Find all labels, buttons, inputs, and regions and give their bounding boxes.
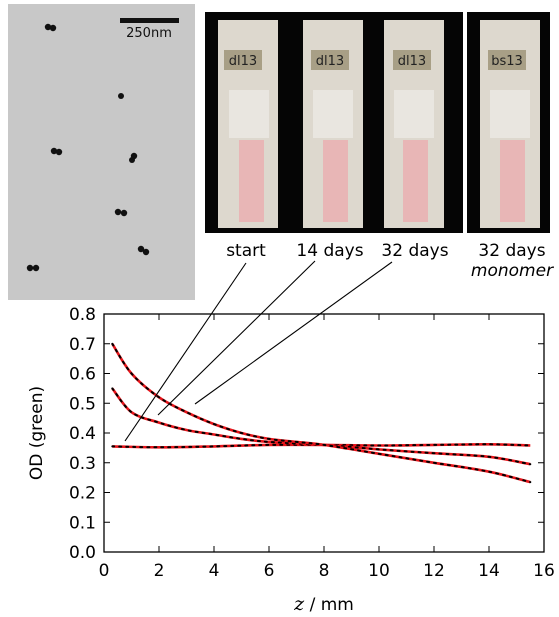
connector-start [124,262,247,442]
cuvette-sample [323,140,348,222]
cuvette-label: bs13 [491,54,523,69]
cuvette-sample [403,140,428,222]
y-tick-label: 0.4 [69,424,96,444]
particle [44,23,52,31]
particle [129,157,135,163]
x-tick-label: 6 [264,561,275,581]
y-tick-label: 0.6 [69,365,96,385]
x-tick-label: 4 [209,561,220,581]
caption-32-days: 32 days [381,241,448,261]
x-tick-label: 14 [478,561,500,581]
tem-scale-bar [120,18,179,23]
series-layer [111,342,532,484]
cuvette-window [394,90,434,138]
x-axis-label: z / mm [293,593,354,615]
y-tick-label: 0.0 [69,543,96,563]
series-fit-14-days [111,387,532,466]
cuvette-tag [311,50,349,70]
x-axis-variable: z [293,593,305,615]
series-line-32-days [111,343,531,484]
series-fit-32-days [111,342,532,484]
tem-scale-label: 250nm [126,26,172,41]
caption-14-days: 14 days [296,241,363,261]
particle [49,24,57,32]
x-axis-unit: / mm [304,595,354,615]
cuvette-photos: dl13 dl13 dl13 bs13 start 14 days 32 [205,12,554,281]
series-line-14-days [111,387,531,466]
y-tick-label: 0.3 [69,454,96,474]
y-ticks: 0.0 0.1 0.2 0.3 0.4 0.5 0.6 0.7 0.8 [69,305,544,563]
particle [55,148,63,156]
cuvette-window [490,90,530,138]
y-tick-label: 0.1 [69,513,96,533]
tem-background [8,4,195,300]
tem-particles [26,23,150,272]
particle [120,209,128,217]
y-tick-label: 0.8 [69,305,96,325]
cuvette-label: dl13 [229,54,257,69]
particle [26,264,34,272]
cuvette-4: bs13 [480,20,540,228]
cuvette-label: dl13 [398,54,426,69]
y-tick-label: 0.2 [69,484,96,504]
particle [118,93,124,99]
x-tick-label: 12 [423,561,445,581]
cuvette-window [313,90,353,138]
tem-micrograph: 250nm [8,4,195,300]
caption-start: start [226,241,266,261]
cuvette-tag [393,50,431,70]
x-tick-label: 16 [533,561,555,581]
connector-32-days [194,261,393,405]
plot-frame [103,313,545,553]
particle [50,147,58,155]
cuvette-sample [500,140,525,222]
cuvette-1: dl13 [218,20,278,228]
od-plot: 0.0 0.1 0.2 0.3 0.4 0.5 0.6 0.7 0.8 0 2 4 6 8 10 12 14 1… [27,305,555,615]
x-ticks: 0 2 4 6 8 10 12 14 16 [99,314,555,581]
cuvette-tag [488,50,526,70]
particle [137,245,145,253]
cuvette-3: dl13 [384,20,444,228]
y-tick-label: 0.5 [69,394,96,414]
y-axis-label: OD (green) [27,386,47,480]
y-tick-label: 0.7 [69,335,96,355]
caption-monomer: monomer [471,261,554,281]
cuvette-2: dl13 [303,20,363,228]
x-tick-label: 8 [319,561,330,581]
particle [142,248,150,256]
x-tick-label: 10 [368,561,390,581]
caption-32-days-monomer: 32 days [478,241,545,261]
particle [32,264,40,272]
particle [114,208,122,216]
connector-lines [124,260,393,442]
connector-14-days [157,260,316,416]
cuvette-window [229,90,269,138]
cuvette-sample [239,140,264,222]
cuvette-label: dl13 [316,54,344,69]
x-tick-label: 0 [99,561,110,581]
x-tick-label: 2 [154,561,165,581]
cuvette-tag [224,50,262,70]
